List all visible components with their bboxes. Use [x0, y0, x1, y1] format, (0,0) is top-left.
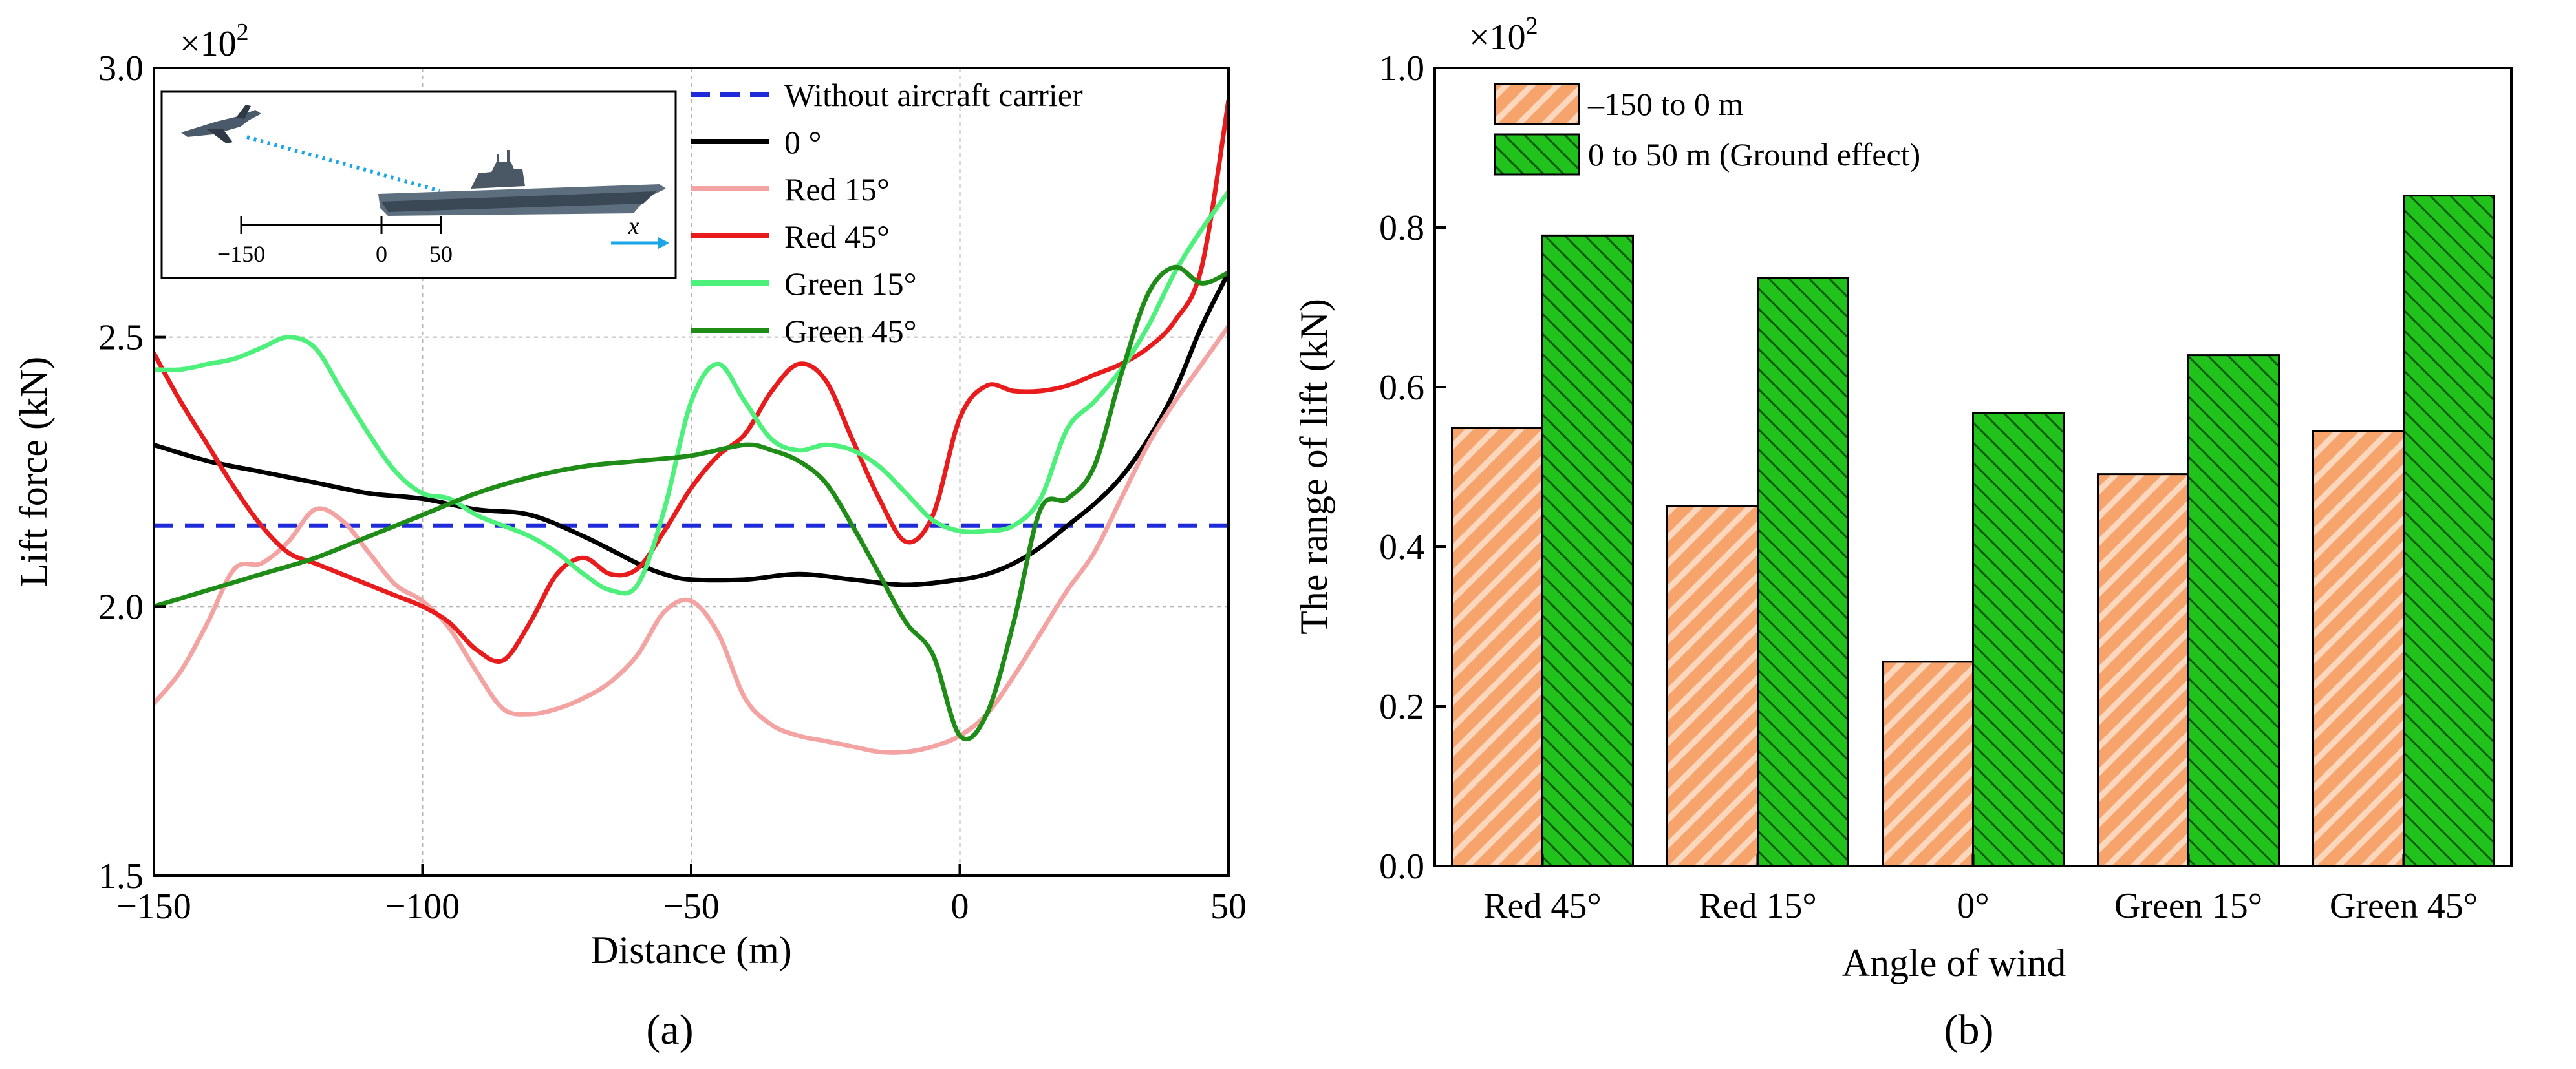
x-tick-label: 50 — [1210, 887, 1247, 927]
y-tick-label: 3.0 — [98, 48, 144, 89]
y-tick-label: 0.8 — [1379, 208, 1424, 248]
legend-swatch — [1494, 83, 1580, 125]
x-tick-label: 0 — [951, 887, 969, 927]
y-axis-ticks: 0.0 0.2 0.4 0.6 0.8 1.0 — [1379, 48, 1446, 887]
inset-tick-label: 0 — [376, 241, 387, 267]
x-axis-label: Angle of wind — [1842, 942, 2066, 984]
y-tick-label: 0.2 — [1379, 687, 1424, 727]
series-group — [154, 98, 1229, 755]
x-tick-label: Green 15° — [2114, 886, 2262, 926]
x-tick-label: Red 15° — [1699, 886, 1817, 926]
y-tick-label: 0.0 — [1379, 847, 1424, 887]
legend: –150 to 0 m 0 to 50 m (Ground effect) — [1494, 83, 1920, 176]
x-axis-ticks: −150 −100 −50 0 50 — [116, 864, 1247, 927]
bar — [1882, 661, 1974, 867]
x-tick-label: Red 45° — [1483, 886, 1602, 926]
bar — [1757, 277, 1849, 867]
series-line — [154, 98, 1229, 664]
bars-group — [1451, 195, 2495, 867]
legend-label: 0 to 50 m (Ground effect) — [1588, 136, 1920, 173]
y-tick-label: 2.5 — [98, 318, 144, 358]
bar — [2403, 195, 2495, 867]
bar — [2312, 430, 2405, 867]
bar-chart-panel: Red 45° Red 15° 0° Green 15° Green 45° 0.00.… — [1293, 12, 2513, 1053]
y-tick-label: 1.0 — [1379, 48, 1424, 89]
x-axis-label: Distance (m) — [590, 929, 792, 971]
series-line — [154, 189, 1229, 596]
bar — [1972, 412, 2065, 867]
legend-swatch — [1494, 133, 1580, 176]
series-line — [154, 324, 1229, 755]
aircraft-icon — [181, 105, 261, 143]
legend-label: 0 ° — [784, 124, 822, 160]
bar — [2187, 354, 2280, 867]
x-tick-label: −100 — [385, 887, 460, 927]
legend-label: Red 45° — [784, 218, 890, 255]
y-axis-label: Lift force (kN) — [12, 357, 55, 587]
panel-label-a: (a) — [646, 1006, 693, 1053]
x-tick-label: Green 45° — [2330, 886, 2478, 926]
carrier-icon — [378, 150, 666, 216]
carrier-inset: −150 0 50 x — [160, 90, 677, 279]
series-line — [154, 264, 1229, 742]
y-multiplier: ×102 — [180, 19, 249, 64]
inset-tick-label: 50 — [429, 241, 453, 267]
legend-label: Green 15° — [784, 266, 917, 302]
x-axis-ticks: Red 45° Red 15° 0° Green 15° Green 45° — [1483, 854, 2478, 926]
bar — [2097, 473, 2189, 867]
legend-label: –150 to 0 m — [1587, 86, 1743, 122]
x-tick-label: −50 — [663, 887, 720, 927]
legend-label: Red 15° — [784, 171, 890, 207]
inset-x-label: x — [628, 213, 639, 240]
y-multiplier: ×102 — [1469, 12, 1538, 58]
panel-label-b: (b) — [1944, 1006, 1994, 1053]
legend-label: Green 45° — [784, 313, 917, 349]
bar — [1451, 427, 1543, 867]
legend: Without aircraft carrier 0 ° Red 15° Red 45… — [691, 77, 1083, 349]
y-axis-label: The range of lift (kN) — [1293, 299, 1335, 635]
bar — [1666, 505, 1759, 867]
y-tick-label: 0.4 — [1379, 527, 1424, 567]
y-axis-ticks: 1.5 2.0 2.5 3.0 — [98, 48, 166, 896]
bar — [1541, 234, 1634, 867]
line-chart-panel: −150 −100 −50 0 50 1.5 2.0 2.5 3.0 ×102 Distanc… — [12, 19, 1247, 1053]
y-tick-label: 1.5 — [98, 856, 144, 896]
approach-path — [246, 135, 440, 193]
x-tick-label: 0° — [1957, 886, 1989, 926]
x-tick-label: −150 — [116, 887, 191, 927]
y-tick-label: 2.0 — [98, 587, 144, 627]
series-line — [154, 270, 1229, 587]
inset-tick-label: −150 — [217, 241, 265, 267]
y-tick-label: 0.6 — [1379, 368, 1424, 408]
legend-label: Without aircraft carrier — [784, 77, 1083, 113]
